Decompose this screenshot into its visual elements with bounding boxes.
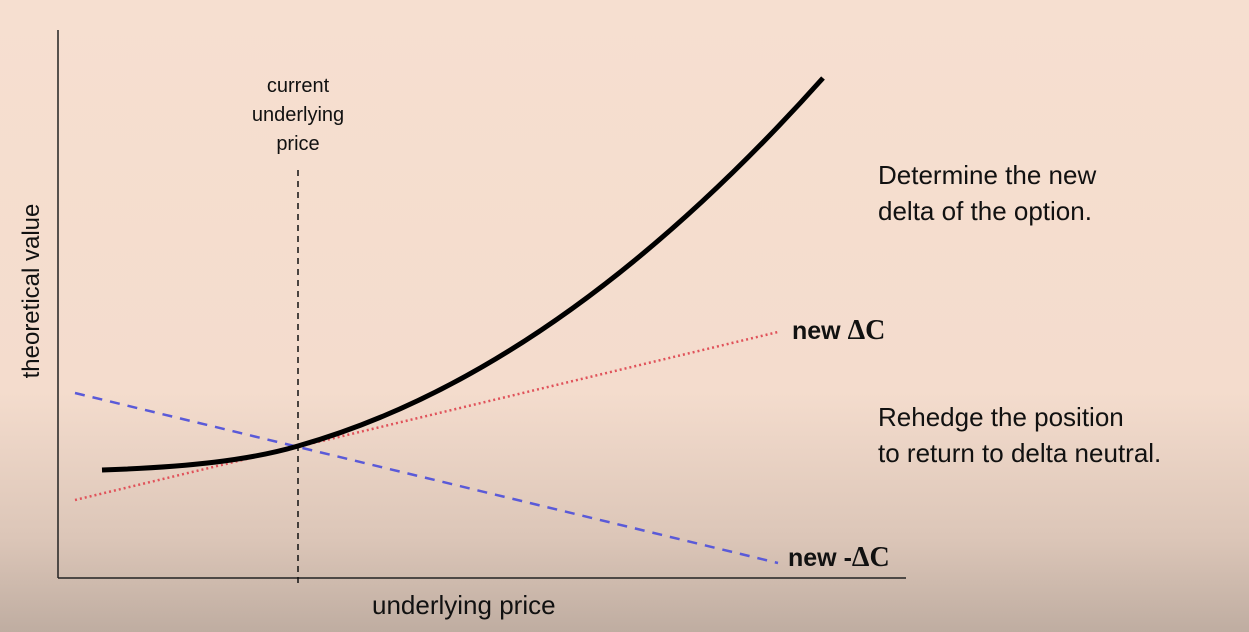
x-axis-label: underlying price [372,590,556,620]
note-line: delta of the option. [878,196,1092,226]
determine-delta-note: Determine the new delta of the option. [878,157,1238,229]
new-negative-delta-prefix: new - [788,544,852,572]
new-delta-label: new ΔC [792,315,885,347]
new-delta-tangent-line [74,330,779,502]
note-line: Rehedge the position [878,402,1124,432]
y-axis-label: theoretical value [18,203,45,379]
new-negative-delta-line [74,391,779,565]
current-price-label-line: price [276,133,320,155]
delta-symbol: ΔC [847,315,886,346]
current-price-label: current underlying price [238,72,358,159]
note-line: Determine the new [878,160,1097,190]
current-price-label-line: current [266,75,330,97]
rehedge-note: Rehedge the position to return to delta … [878,399,1238,471]
new-delta-prefix: new [792,317,848,345]
option-value-curve [101,76,825,473]
current-price-label-line: underlying [251,104,345,126]
note-line: to return to delta neutral. [878,438,1162,468]
new-negative-delta-label: new -ΔC [788,542,890,574]
delta-symbol: ΔC [851,542,890,573]
